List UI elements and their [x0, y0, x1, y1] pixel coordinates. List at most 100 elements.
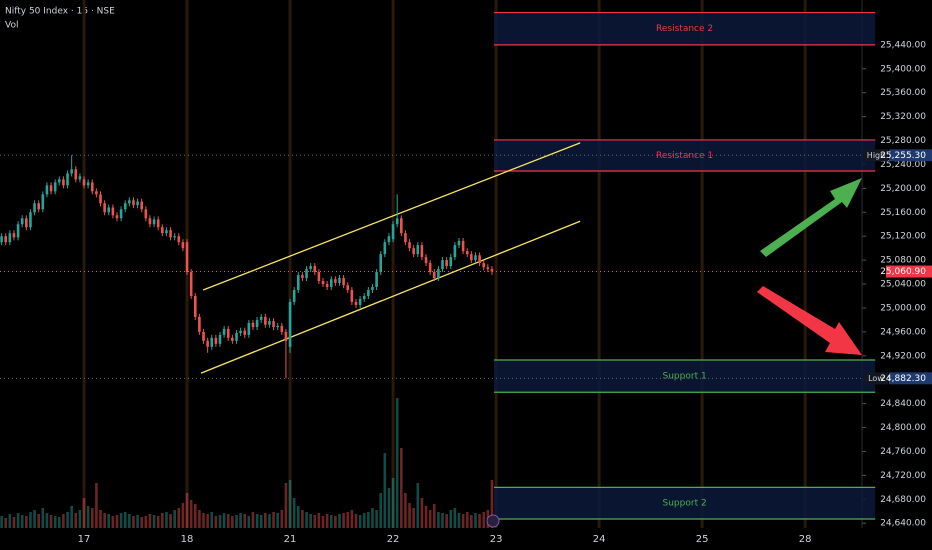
candle-body — [362, 295, 366, 299]
candle-body — [177, 236, 181, 243]
candle-body — [86, 182, 90, 186]
volume-bar — [296, 506, 300, 528]
volume-bar — [193, 504, 197, 528]
volume-bar — [111, 516, 115, 528]
marker-name: High — [867, 151, 885, 160]
candle-body — [461, 240, 465, 252]
volume-bar — [144, 516, 148, 528]
y-tick-label: 25,360.00 — [880, 88, 926, 98]
candle-body — [78, 176, 82, 180]
candle-body — [375, 272, 378, 288]
y-tick-label: 24,680.00 — [880, 495, 926, 505]
volume-bar — [12, 517, 16, 528]
candle-body — [329, 279, 333, 288]
candle-body — [276, 325, 279, 328]
candle-body — [222, 328, 226, 335]
volume-bar — [247, 516, 251, 528]
zone-label: Resistance 1 — [656, 151, 713, 161]
volume-bar — [490, 480, 494, 528]
candle-body — [395, 218, 399, 225]
volume-bar — [362, 513, 366, 528]
candle-body — [342, 278, 345, 286]
volume-bar — [329, 515, 333, 528]
volume-bar — [189, 500, 193, 528]
volume-bar — [45, 513, 49, 528]
last-price-label: 25,060.90 — [880, 267, 926, 277]
candle-body — [206, 340, 209, 347]
volume-bar — [470, 515, 473, 528]
volume-bar — [218, 515, 222, 528]
candle-body — [296, 275, 300, 291]
volume-bar — [66, 512, 69, 528]
volume-bar — [309, 514, 312, 528]
candle-body — [103, 203, 106, 213]
volume-bar — [478, 514, 481, 528]
volume-bar — [387, 488, 391, 528]
candle-body — [132, 200, 135, 206]
volume-bar — [305, 512, 308, 528]
candle-body — [148, 218, 152, 225]
volume-bar — [132, 516, 135, 528]
volume-bar — [78, 510, 82, 528]
candle-body — [313, 266, 317, 273]
volume-bar — [288, 480, 292, 528]
candle-body — [49, 185, 53, 192]
candle-body — [482, 263, 486, 268]
volume-bar — [404, 493, 407, 528]
candle-body — [226, 328, 230, 338]
marker-badge — [889, 372, 932, 385]
last-price-badge — [886, 265, 932, 278]
volume-bar — [177, 508, 181, 528]
candle-body — [334, 279, 337, 283]
volume-bar — [235, 515, 238, 528]
marker-name: Low — [868, 374, 884, 383]
volume-bar — [313, 515, 317, 528]
candle-body — [20, 218, 24, 225]
candle-body — [128, 200, 131, 204]
volume-bar — [338, 514, 341, 528]
candle-body — [457, 240, 461, 246]
volume-bar — [379, 493, 383, 528]
volume-bar — [395, 398, 399, 528]
y-tick-label: 24,720.00 — [880, 471, 926, 481]
candle-body — [161, 227, 164, 234]
candle-body — [371, 287, 374, 291]
candle-body — [4, 236, 8, 243]
volume-bar — [255, 514, 259, 528]
volume-bar — [317, 513, 321, 528]
candle-body — [437, 269, 440, 279]
volume-bar — [268, 514, 271, 528]
candle-body — [70, 169, 73, 174]
volume-bar — [107, 514, 111, 528]
y-tick-label: 24,760.00 — [880, 447, 926, 457]
candle-body — [231, 337, 234, 341]
volume-bar — [449, 510, 453, 528]
candle-body — [391, 224, 395, 240]
volume-bar — [358, 515, 362, 528]
volume-bar — [86, 506, 90, 528]
candle-body — [445, 260, 448, 267]
marker-badge — [889, 149, 932, 162]
candle-body — [12, 233, 16, 238]
volume-bar — [474, 513, 477, 528]
candle-body — [486, 267, 490, 270]
volume-bar — [74, 513, 78, 528]
candle-body — [193, 295, 197, 317]
volume-bar — [251, 512, 255, 528]
volume-bar — [90, 508, 94, 528]
volume-bar — [0, 516, 3, 528]
candle-body — [251, 322, 255, 328]
volume-bar — [350, 510, 354, 528]
volume-bar — [453, 508, 457, 528]
candle-body — [62, 179, 65, 186]
x-tick-label: 23 — [490, 534, 503, 545]
candle-body — [25, 218, 28, 228]
y-tick-label: 25,320.00 — [880, 112, 926, 122]
volume-bar — [169, 514, 172, 528]
candle-body — [82, 179, 86, 186]
marker-name-badge — [864, 372, 888, 385]
volume-bar — [198, 510, 201, 528]
y-tick-label: 25,200.00 — [880, 184, 926, 194]
candle-body — [74, 169, 78, 180]
